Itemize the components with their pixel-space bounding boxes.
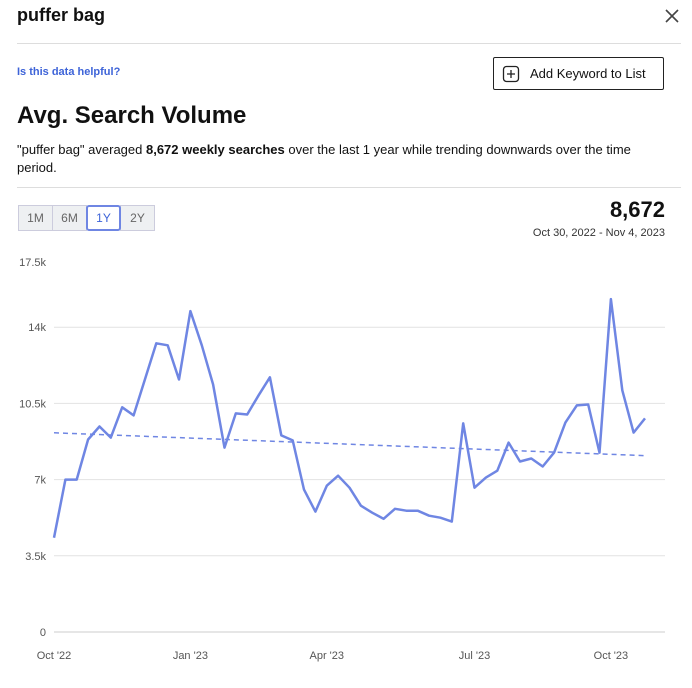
x-tick-label: Oct '23: [594, 650, 629, 662]
x-tick-label: Jul '23: [459, 650, 490, 662]
summary-text: over the last 1 year while trending down…: [17, 142, 631, 175]
close-button[interactable]: [662, 6, 682, 26]
range-selector: 1M 6M 1Y 2Y: [18, 205, 155, 231]
range-button[interactable]: 1Y: [86, 205, 121, 231]
x-tick-label: Jan '23: [173, 650, 208, 662]
feedback-link[interactable]: Is this data helpful?: [17, 66, 121, 78]
add-keyword-button[interactable]: Add Keyword to List: [493, 57, 664, 90]
section-title: Avg. Search Volume: [17, 102, 247, 129]
y-tick-label: 10.5k: [19, 398, 46, 410]
divider: [17, 43, 681, 44]
date-range: Oct 30, 2022 - Nov 4, 2023: [532, 227, 665, 239]
x-tick-label: Apr '23: [310, 650, 345, 662]
keyword-title: puffer bag: [17, 5, 105, 25]
button-label: Add Keyword to List: [530, 66, 646, 81]
y-tick-label: 17.5k: [19, 257, 46, 269]
range-button[interactable]: 2Y: [120, 205, 155, 231]
range-button[interactable]: 1M: [18, 205, 53, 231]
y-tick-label: 0: [40, 627, 46, 639]
x-tick-label: Oct '22: [37, 650, 72, 662]
plus-icon: [502, 65, 520, 82]
summary: "puffer bag" averaged 8,672 weekly searc…: [17, 141, 672, 177]
y-tick-label: 14k: [28, 322, 46, 334]
summary-bold: 8,672 weekly searches: [145, 142, 285, 157]
range-button[interactable]: 6M: [52, 205, 87, 231]
total-value: 8,672: [609, 197, 665, 222]
summary-text: "puffer bag" averaged: [17, 142, 146, 157]
y-tick-label: 7k: [34, 475, 46, 487]
series-line: [52, 297, 646, 538]
divider: [17, 187, 681, 188]
y-tick-label: 3.5k: [25, 551, 46, 563]
